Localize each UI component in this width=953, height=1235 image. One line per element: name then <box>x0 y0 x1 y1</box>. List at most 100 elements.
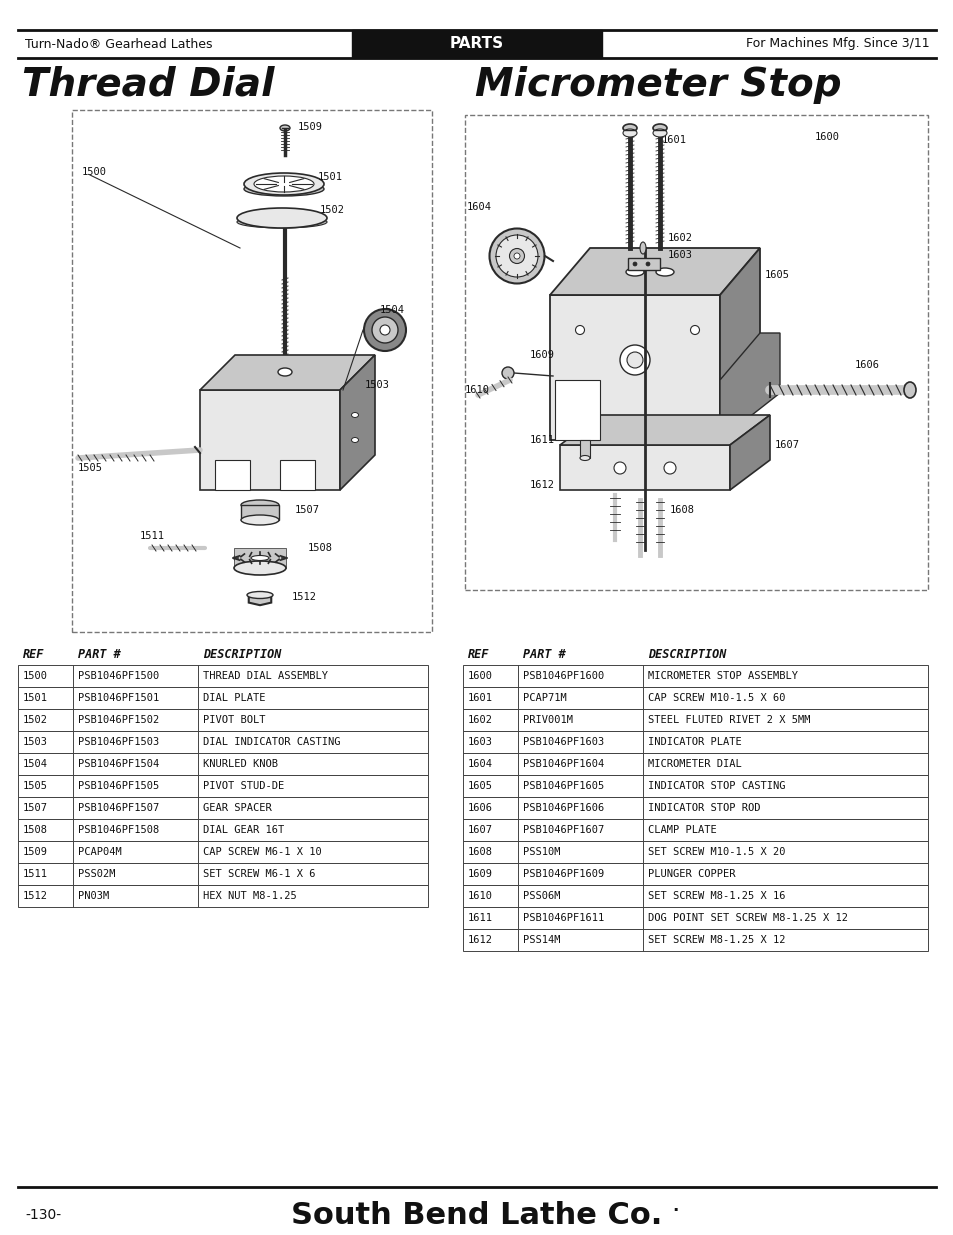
Ellipse shape <box>622 128 637 137</box>
Text: 1603: 1603 <box>468 737 493 747</box>
Text: PSB1046PF1609: PSB1046PF1609 <box>522 869 603 879</box>
Bar <box>71 110 432 632</box>
Bar <box>462 885 927 906</box>
Text: DIAL INDICATOR CASTING: DIAL INDICATOR CASTING <box>203 737 340 747</box>
Text: 1611: 1611 <box>530 435 555 445</box>
Bar <box>462 819 927 841</box>
Text: 1611: 1611 <box>468 913 493 923</box>
Text: DOG POINT SET SCREW M8-1.25 X 12: DOG POINT SET SCREW M8-1.25 X 12 <box>647 913 847 923</box>
Text: 1502: 1502 <box>319 205 345 215</box>
Bar <box>462 776 927 797</box>
Text: REF: REF <box>23 647 45 661</box>
Bar <box>18 885 428 906</box>
Text: 1602: 1602 <box>667 233 692 243</box>
Ellipse shape <box>633 262 637 266</box>
Ellipse shape <box>652 128 666 137</box>
Bar <box>462 841 927 863</box>
Bar <box>462 906 927 929</box>
Polygon shape <box>729 415 769 490</box>
Text: HEX NUT M8-1.25: HEX NUT M8-1.25 <box>203 890 296 902</box>
Polygon shape <box>550 248 760 295</box>
Ellipse shape <box>663 462 676 474</box>
Ellipse shape <box>509 248 524 263</box>
Ellipse shape <box>903 382 915 398</box>
Ellipse shape <box>626 352 642 368</box>
Ellipse shape <box>351 437 358 442</box>
Ellipse shape <box>619 345 649 375</box>
Text: 1600: 1600 <box>814 132 840 142</box>
Text: PSB1046PF1603: PSB1046PF1603 <box>522 737 603 747</box>
Bar <box>579 440 589 458</box>
Bar <box>462 664 927 687</box>
Text: PSB1046PF1501: PSB1046PF1501 <box>78 693 159 703</box>
Polygon shape <box>559 415 769 445</box>
Ellipse shape <box>614 462 625 474</box>
Bar <box>462 863 927 885</box>
Ellipse shape <box>241 515 278 525</box>
Text: THREAD DIAL ASSEMBLY: THREAD DIAL ASSEMBLY <box>203 671 328 680</box>
Text: PSB1046PF1606: PSB1046PF1606 <box>522 803 603 813</box>
Text: PN03M: PN03M <box>78 890 110 902</box>
Text: 1507: 1507 <box>23 803 48 813</box>
Bar <box>233 548 286 568</box>
Text: DESCRIPTION: DESCRIPTION <box>203 647 281 661</box>
Text: 1608: 1608 <box>468 847 493 857</box>
Text: 1604: 1604 <box>467 203 492 212</box>
Text: PART #: PART # <box>522 647 565 661</box>
Ellipse shape <box>652 124 666 132</box>
Text: For Machines Mfg. Since 3/11: For Machines Mfg. Since 3/11 <box>745 37 929 51</box>
Bar <box>462 709 927 731</box>
Text: KNURLED KNOB: KNURLED KNOB <box>203 760 277 769</box>
Text: -130-: -130- <box>25 1208 61 1221</box>
Text: .: . <box>671 1197 678 1215</box>
Text: 1511: 1511 <box>23 869 48 879</box>
Text: REF: REF <box>468 647 489 661</box>
Text: 1504: 1504 <box>379 305 405 315</box>
Text: 1501: 1501 <box>317 172 343 182</box>
Text: SET SCREW M8-1.25 X 12: SET SCREW M8-1.25 X 12 <box>647 935 784 945</box>
Text: PSB1046PF1500: PSB1046PF1500 <box>78 671 159 680</box>
Text: PARTS: PARTS <box>450 37 503 52</box>
Text: 1503: 1503 <box>23 737 48 747</box>
Bar <box>18 776 428 797</box>
Ellipse shape <box>351 412 358 417</box>
Bar <box>18 841 428 863</box>
Text: 1609: 1609 <box>530 350 555 359</box>
Text: 1503: 1503 <box>365 380 390 390</box>
Bar <box>18 819 428 841</box>
Text: 1502: 1502 <box>23 715 48 725</box>
Text: 1505: 1505 <box>23 781 48 790</box>
Text: MICROMETER DIAL: MICROMETER DIAL <box>647 760 741 769</box>
Text: PSB1046PF1503: PSB1046PF1503 <box>78 737 159 747</box>
Text: 1607: 1607 <box>774 440 800 450</box>
Ellipse shape <box>233 561 286 576</box>
Polygon shape <box>627 258 659 270</box>
Ellipse shape <box>656 268 673 275</box>
Text: PSS14M: PSS14M <box>522 935 560 945</box>
Ellipse shape <box>639 242 645 254</box>
Text: SET SCREW M8-1.25 X 16: SET SCREW M8-1.25 X 16 <box>647 890 784 902</box>
Ellipse shape <box>251 556 269 561</box>
Ellipse shape <box>575 326 584 335</box>
Text: 1509: 1509 <box>23 847 48 857</box>
Ellipse shape <box>364 309 406 351</box>
Text: PSB1046PF1604: PSB1046PF1604 <box>522 760 603 769</box>
Text: SET SCREW M10-1.5 X 20: SET SCREW M10-1.5 X 20 <box>647 847 784 857</box>
Bar <box>18 664 428 687</box>
Text: Micrometer Stop: Micrometer Stop <box>475 65 841 104</box>
Text: 1604: 1604 <box>468 760 493 769</box>
Bar <box>18 863 428 885</box>
Ellipse shape <box>579 456 589 461</box>
Ellipse shape <box>280 125 290 131</box>
Text: 1608: 1608 <box>669 505 695 515</box>
Ellipse shape <box>514 253 519 259</box>
Text: 1500: 1500 <box>82 167 107 177</box>
Text: PSB1046PF1600: PSB1046PF1600 <box>522 671 603 680</box>
Text: PSB1046PF1605: PSB1046PF1605 <box>522 781 603 790</box>
Bar <box>462 731 927 753</box>
Text: PSB1046PF1508: PSB1046PF1508 <box>78 825 159 835</box>
Polygon shape <box>214 459 250 490</box>
Ellipse shape <box>236 207 327 228</box>
Ellipse shape <box>645 262 649 266</box>
Polygon shape <box>555 380 599 440</box>
